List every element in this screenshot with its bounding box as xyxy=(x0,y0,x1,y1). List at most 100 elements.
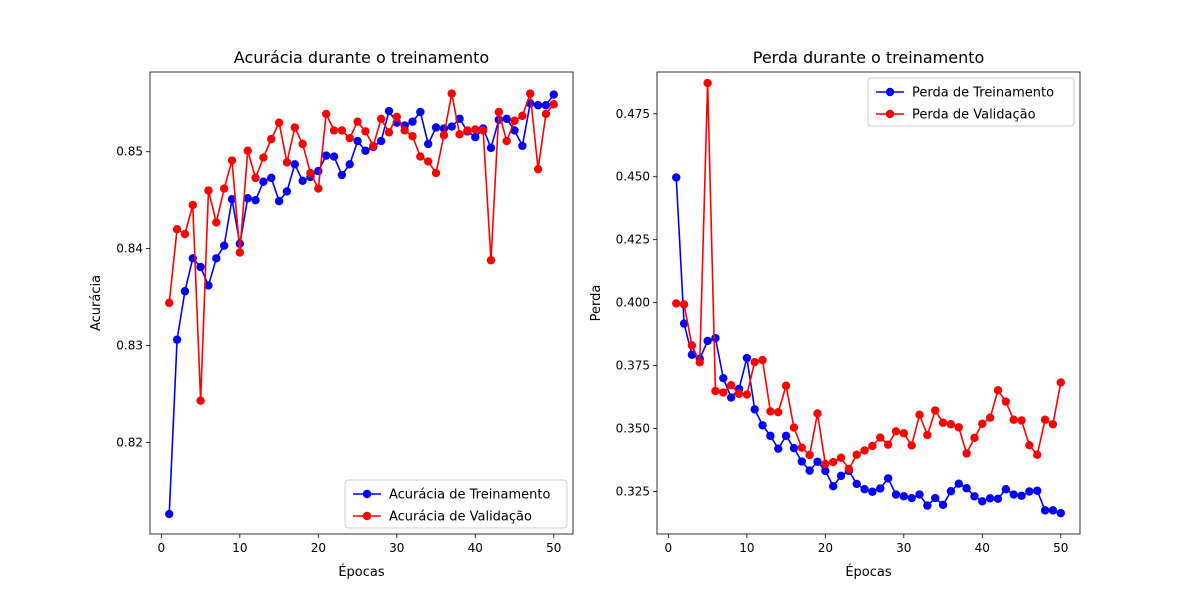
loss-series-0-point xyxy=(1056,508,1065,518)
accuracy-x-tick-label: 40 xyxy=(468,541,483,555)
accuracy-x-axis-label: Épocas xyxy=(338,564,385,580)
loss-series-0-line xyxy=(675,177,1062,514)
loss-series-1-point xyxy=(766,407,775,416)
loss-series-1-point xyxy=(821,459,830,469)
accuracy-series-1-point xyxy=(321,109,331,119)
accuracy-series-1-point xyxy=(290,123,299,132)
accuracy-series-1-point xyxy=(361,127,370,136)
accuracy-series-1-point xyxy=(227,156,237,165)
accuracy-series-0-point xyxy=(345,160,354,169)
accuracy-series-1-point xyxy=(204,186,213,195)
loss-x-tick-label: 10 xyxy=(739,541,754,555)
loss-series-0-point xyxy=(828,482,838,491)
loss-series-0-point xyxy=(1040,506,1050,515)
loss-series-0-point xyxy=(852,479,861,489)
accuracy-series-0-point xyxy=(298,176,307,185)
accuracy-series-1-point xyxy=(486,256,496,265)
accuracy-legend-swatch-marker xyxy=(362,511,372,521)
accuracy-series-1-point xyxy=(533,164,543,174)
accuracy-series-1-point xyxy=(172,225,182,234)
loss-series-0-point xyxy=(970,492,979,501)
loss-series-0-point xyxy=(1033,486,1042,495)
loss-series-1-point xyxy=(1017,416,1026,425)
loss-series-0-point xyxy=(836,471,846,481)
loss-series-1-point xyxy=(1040,415,1050,424)
loss-series-1-point xyxy=(781,381,791,390)
loss-x-axis-label: Épocas xyxy=(845,564,892,580)
loss-series-0-point xyxy=(876,484,885,493)
loss-series-1-point xyxy=(852,450,861,459)
loss-series-1-point xyxy=(719,388,728,397)
accuracy-legend-label: Acurácia de Treinamento xyxy=(389,488,551,503)
loss-series-0-point xyxy=(931,493,940,503)
accuracy-series-1-point xyxy=(416,152,425,161)
loss-series-1-point xyxy=(679,300,689,309)
accuracy-y-tick-label: 0.82 xyxy=(116,435,143,449)
loss-series-0-point xyxy=(679,319,689,328)
accuracy-series-0-point xyxy=(376,136,386,146)
accuracy-series-0-point xyxy=(212,254,221,263)
accuracy-series-1-point xyxy=(329,126,339,135)
loss-legend-box xyxy=(867,77,1075,127)
accuracy-series-1-point xyxy=(424,157,433,166)
loss-series-0-point xyxy=(915,490,924,499)
loss-series-0-point xyxy=(938,500,948,510)
loss-series-0-point xyxy=(954,479,963,488)
accuracy-series-0-point xyxy=(204,281,213,290)
loss-series-1-point xyxy=(899,429,909,438)
loss-series-1-point xyxy=(978,419,987,428)
accuracy-y-axis-label: Acurácia xyxy=(89,275,104,331)
accuracy-series-1-point xyxy=(212,218,221,227)
accuracy-series-0-point xyxy=(227,194,237,204)
accuracy-series-1-point xyxy=(259,153,268,162)
loss-series-0-point xyxy=(742,353,752,363)
accuracy-axes-frame xyxy=(149,71,574,535)
loss-series-1-point xyxy=(703,78,712,88)
accuracy-series-1-point xyxy=(219,184,229,193)
accuracy-series-1-point xyxy=(180,229,190,239)
accuracy-series-0-point xyxy=(502,114,511,123)
accuracy-series-1-point xyxy=(267,134,276,144)
loss-series-1-point xyxy=(1048,420,1058,429)
loss-series-1-line xyxy=(676,83,1062,471)
loss-series-1-point xyxy=(883,440,893,449)
accuracy-series-1-point xyxy=(541,109,551,119)
loss-series-1-point xyxy=(1009,415,1018,424)
loss-legend-swatch-marker xyxy=(885,109,895,119)
loss-series-1-point xyxy=(915,410,924,419)
loss-series-0-point xyxy=(766,431,775,441)
accuracy-series-0-point xyxy=(541,101,551,110)
loss-series-0-point xyxy=(726,393,736,402)
accuracy-y-tick-label: 0.83 xyxy=(116,338,143,352)
loss-series-1-point xyxy=(891,427,901,436)
accuracy-series-1-point xyxy=(314,184,323,193)
loss-series-0-point xyxy=(711,333,720,343)
loss-series-1-point xyxy=(931,406,940,415)
accuracy-series-1-point xyxy=(549,100,558,109)
loss-legend: Perda de Treinamento Perda de Validação xyxy=(867,77,1075,127)
loss-y-tick-label: 0.450 xyxy=(616,170,650,184)
loss-series-1-point xyxy=(711,386,720,396)
loss-series-0-point xyxy=(1025,487,1034,496)
accuracy-series-1-point xyxy=(502,136,511,146)
accuracy-series-0-point xyxy=(274,196,284,206)
loss-series-0-point xyxy=(891,490,901,499)
loss-series-0-point xyxy=(821,466,830,476)
accuracy-chart: Acurácia durante o treinamento Épocas Ac… xyxy=(89,48,574,580)
accuracy-series-1-point xyxy=(478,126,488,135)
accuracy-x-tick-label: 20 xyxy=(311,541,326,555)
loss-chart-title: Perda durante o treinamento xyxy=(753,48,985,67)
accuracy-series-0-point xyxy=(486,143,496,153)
accuracy-legend-swatch-marker xyxy=(362,489,372,499)
accuracy-series-1-line xyxy=(168,93,555,401)
loss-series-1-point xyxy=(750,357,759,367)
accuracy-x-tick-label: 50 xyxy=(546,541,561,555)
accuracy-series-0-point xyxy=(243,194,252,203)
accuracy-series-1-point xyxy=(345,133,354,143)
loss-series-1-point xyxy=(828,457,838,467)
loss-series-1-point xyxy=(672,299,681,308)
accuracy-x-tick-label: 0 xyxy=(158,541,166,555)
accuracy-series-1-point xyxy=(408,132,417,141)
loss-series-1-point xyxy=(860,446,869,455)
accuracy-series-1-point xyxy=(518,111,527,121)
